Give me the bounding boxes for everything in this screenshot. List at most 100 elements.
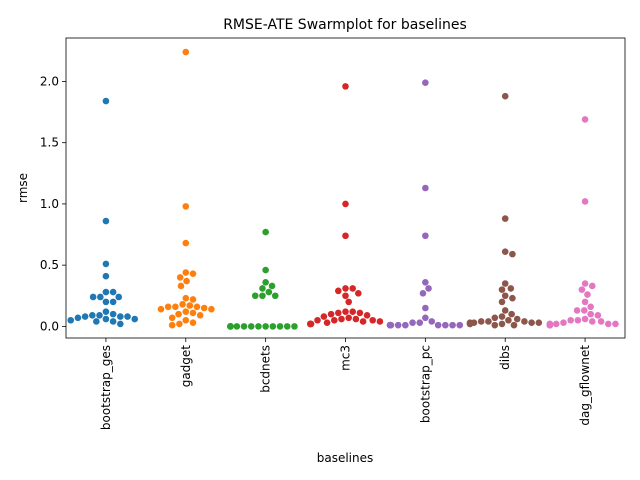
data-point [528,319,535,326]
data-point [81,313,89,320]
data-point [262,323,269,330]
data-point [323,319,331,326]
data-point [189,270,197,278]
data-point [394,321,402,329]
data-point [233,323,241,330]
data-point [560,319,567,326]
data-point [338,315,345,323]
x-tick-label: bootstrap_ges [99,345,113,430]
data-point [466,320,474,328]
data-point [491,314,499,322]
data-point [581,198,589,205]
data-point [175,310,182,318]
data-point [251,292,259,300]
data-point [189,296,197,303]
data-point [584,291,591,298]
x-tick-label: bootstrap_pc [418,345,432,423]
data-point [124,313,131,320]
data-point [508,310,515,318]
data-point [578,286,586,293]
data-point [349,285,357,292]
data-point [535,319,543,326]
data-point [552,320,560,328]
x-tick-label: dibs [498,345,512,370]
y-tick-label: 0.0 [40,319,59,333]
data-point [587,310,594,318]
data-point [588,282,596,290]
plot-area: 0.0 0.5 1.0 1.5 2.0 bootstrap_ges gadget bcdnet… [40,37,626,430]
data-point [342,308,349,315]
data-point [345,314,353,322]
data-point [74,314,82,322]
data-point [182,203,190,210]
data-point [345,298,353,306]
data-point [117,313,124,320]
x-tick-label: gadget [179,345,193,388]
data-point [501,215,509,222]
data-point [588,318,596,325]
data-point [196,312,204,319]
data-point [327,310,335,318]
data-point [359,318,367,325]
data-point [262,228,269,236]
data-point [331,316,338,324]
data-point [349,308,357,315]
data-point [102,272,110,280]
data-point [342,83,349,90]
data-point [291,323,298,330]
data-point [369,316,377,324]
data-point [422,314,429,322]
data-point [183,277,190,285]
data-point [342,232,349,240]
data-point [102,260,110,268]
data-point [597,318,605,325]
data-point [498,320,506,328]
data-point [573,307,581,314]
data-point [164,303,172,311]
data-point [67,316,75,324]
data-point [422,278,429,286]
data-point [409,319,416,326]
data-point [247,323,255,330]
data-point [182,316,190,324]
data-point [485,318,492,325]
data-point [442,321,449,329]
data-point [335,309,342,317]
data-point [115,293,123,301]
data-point [567,316,574,324]
data-point [356,309,364,317]
data-point [255,323,262,330]
data-point [581,280,589,287]
data-point [172,303,179,311]
data-point [208,305,215,313]
x-tick-label: dag_gflownet [578,345,592,426]
data-point [509,250,516,258]
data-point [581,298,589,306]
data-point [102,315,110,323]
data-point [456,321,464,329]
data-point [510,321,518,329]
data-point [89,293,97,301]
data-point [189,319,197,326]
data-point [102,298,110,306]
data-point [262,266,269,274]
data-point [131,315,139,323]
data-point [604,320,612,328]
data-point [509,294,516,302]
data-point [352,315,360,323]
data-point [521,318,528,325]
data-point [501,307,509,314]
data-point [376,318,384,325]
data-point [182,239,190,247]
data-point [355,290,362,297]
data-point [177,282,185,290]
data-point [182,48,190,56]
x-tick-label: mc3 [339,345,353,371]
data-point [320,313,328,320]
data-point [501,280,509,287]
y-tick-label: 0.5 [40,258,59,272]
data-point [612,320,619,328]
data-point [168,321,176,329]
data-point [157,305,165,313]
